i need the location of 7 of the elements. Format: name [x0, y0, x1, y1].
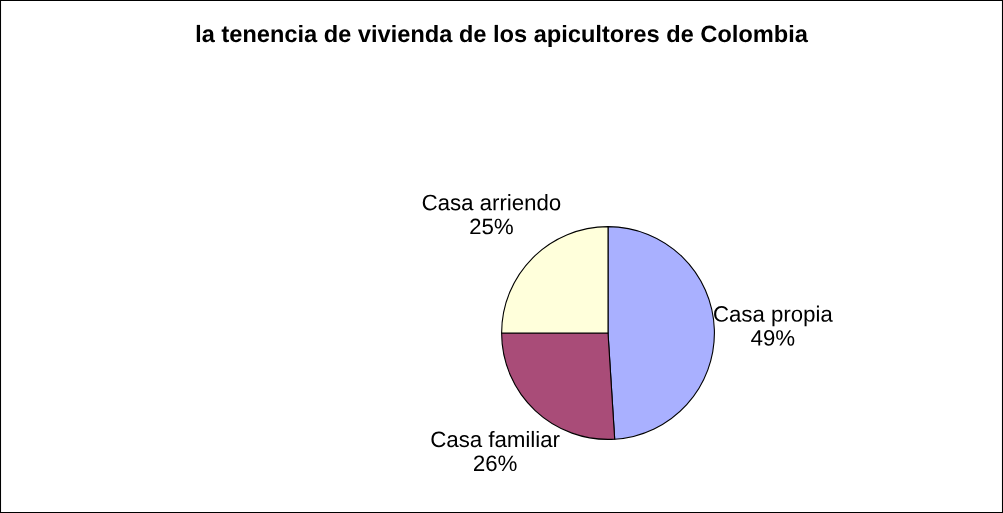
data-label: 49%: [751, 330, 795, 346]
data-label: 25%: [470, 218, 513, 235]
data-label: 26%: [474, 455, 517, 472]
chart-title: la tenencia de vivienda de los apicultores de Colombia: [196, 24, 809, 47]
slice-label: Casa arriendo: [422, 194, 561, 211]
slice-label: Casa familiar: [431, 430, 560, 448]
slice-label: Casa propia: [714, 305, 833, 327]
